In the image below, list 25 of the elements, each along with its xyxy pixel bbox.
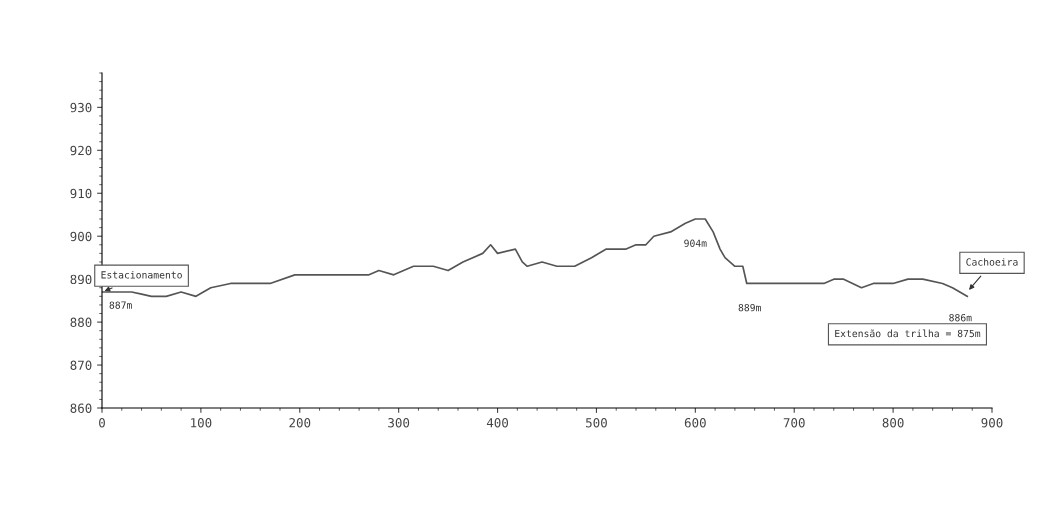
y-tick-label: 900 xyxy=(70,231,92,242)
y-tick-label: 880 xyxy=(70,317,92,328)
annotation: 904m xyxy=(684,239,707,247)
y-tick-label: 870 xyxy=(70,360,92,371)
y-tick-label: 890 xyxy=(70,274,92,285)
x-tick-label: 0 xyxy=(99,418,105,428)
annotation: Estacionamento xyxy=(101,271,182,279)
annotation: 886m xyxy=(949,314,972,322)
x-tick-label: 800 xyxy=(882,418,904,428)
y-tick-label: 920 xyxy=(70,145,92,156)
x-tick-label: 200 xyxy=(289,418,311,428)
y-tick-label: 860 xyxy=(70,403,92,413)
x-tick-label: 100 xyxy=(191,418,212,428)
annotation: Extensão da trilha = 875m xyxy=(835,329,981,338)
x-tick-label: 900 xyxy=(981,418,1003,428)
x-tick-label: 400 xyxy=(486,418,509,428)
annotation: 887m xyxy=(109,301,132,309)
y-tick-label: 910 xyxy=(70,188,92,199)
x-tick-label: 300 xyxy=(388,418,410,428)
x-tick-label: 600 xyxy=(684,418,706,428)
y-tick-label: 930 xyxy=(70,102,92,113)
x-tick-label: 500 xyxy=(586,418,607,428)
annotation: Cachoeira xyxy=(966,258,1018,266)
x-tick-label: 700 xyxy=(783,418,805,428)
annotation: 889m xyxy=(738,303,761,312)
